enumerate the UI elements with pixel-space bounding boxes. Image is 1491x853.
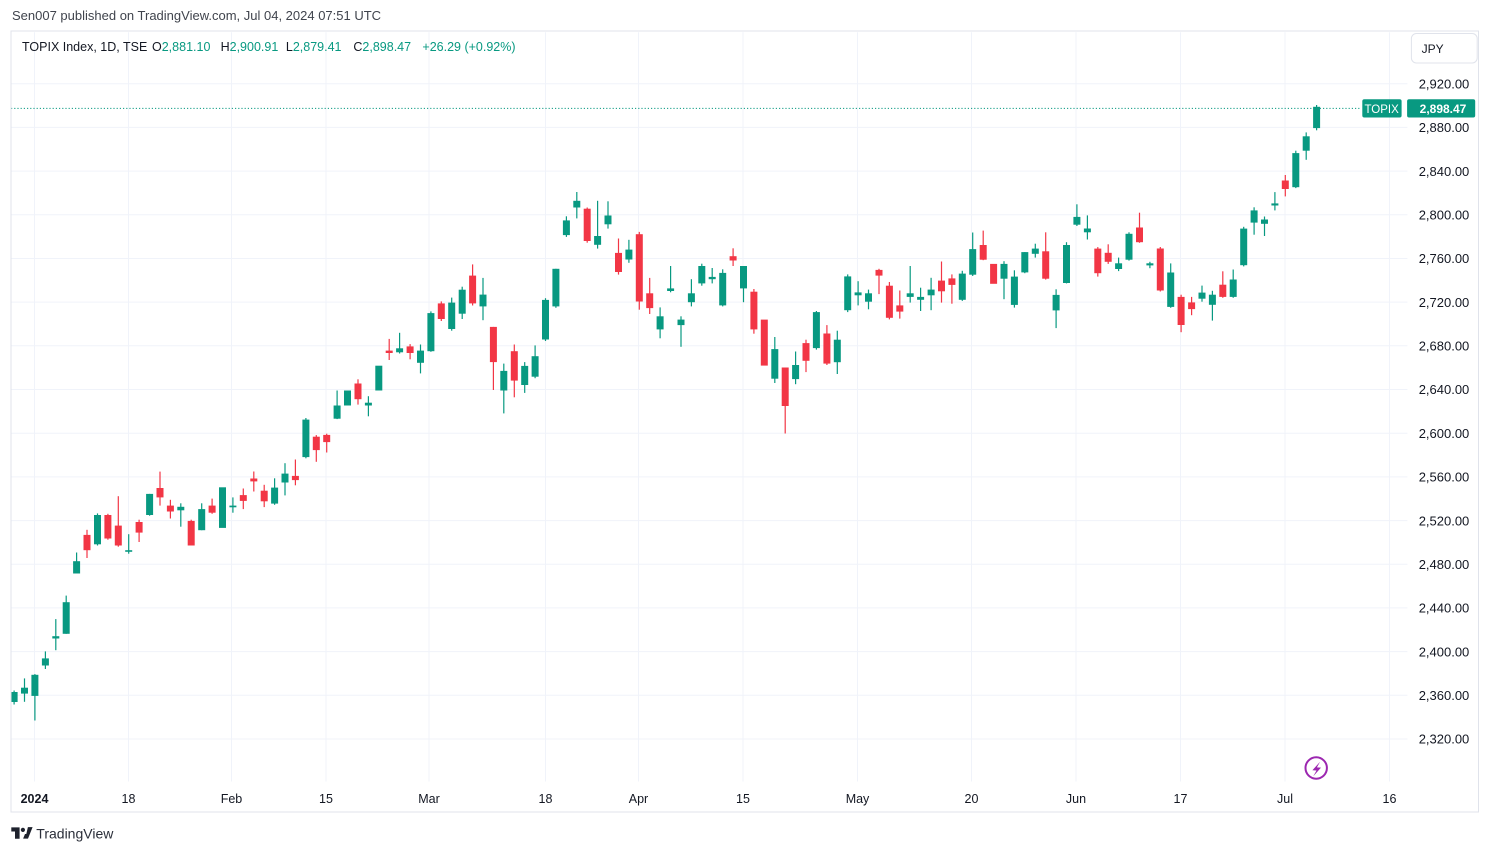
svg-text:2,480.00: 2,480.00: [1419, 557, 1470, 572]
svg-text:18: 18: [539, 792, 553, 806]
svg-text:2,800.00: 2,800.00: [1419, 208, 1470, 223]
svg-text:Jul: Jul: [1277, 792, 1293, 806]
svg-text:2,400.00: 2,400.00: [1419, 644, 1470, 659]
svg-text:16: 16: [1383, 792, 1397, 806]
svg-text:JPY: JPY: [1422, 42, 1444, 56]
svg-text:TOPIX: TOPIX: [1364, 104, 1399, 116]
svg-text:2,898.47: 2,898.47: [1420, 102, 1467, 116]
svg-text:2,560.00: 2,560.00: [1419, 470, 1470, 485]
svg-text:17: 17: [1174, 792, 1188, 806]
svg-text:18: 18: [122, 792, 136, 806]
svg-text:2,920.00: 2,920.00: [1419, 76, 1470, 91]
svg-text:2,640.00: 2,640.00: [1419, 382, 1470, 397]
svg-text:Feb: Feb: [221, 792, 243, 806]
svg-text:2,600.00: 2,600.00: [1419, 426, 1470, 441]
svg-text:15: 15: [736, 792, 750, 806]
svg-text:2,880.00: 2,880.00: [1419, 120, 1470, 135]
svg-text:20: 20: [965, 792, 979, 806]
svg-text:May: May: [846, 792, 870, 806]
svg-text:Mar: Mar: [418, 792, 440, 806]
svg-text:2,720.00: 2,720.00: [1419, 295, 1470, 310]
svg-text:TradingView: TradingView: [36, 826, 114, 842]
svg-text:Jun: Jun: [1066, 792, 1086, 806]
svg-text:2,840.00: 2,840.00: [1419, 164, 1470, 179]
svg-text:15: 15: [319, 792, 333, 806]
svg-text:2,360.00: 2,360.00: [1419, 688, 1470, 703]
svg-text:2,680.00: 2,680.00: [1419, 339, 1470, 354]
svg-text:Apr: Apr: [629, 792, 648, 806]
svg-text:2024: 2024: [21, 792, 49, 806]
svg-text:2,320.00: 2,320.00: [1419, 732, 1470, 747]
svg-text:2,440.00: 2,440.00: [1419, 601, 1470, 616]
svg-text:2,520.00: 2,520.00: [1419, 513, 1470, 528]
svg-text:2,760.00: 2,760.00: [1419, 251, 1470, 266]
